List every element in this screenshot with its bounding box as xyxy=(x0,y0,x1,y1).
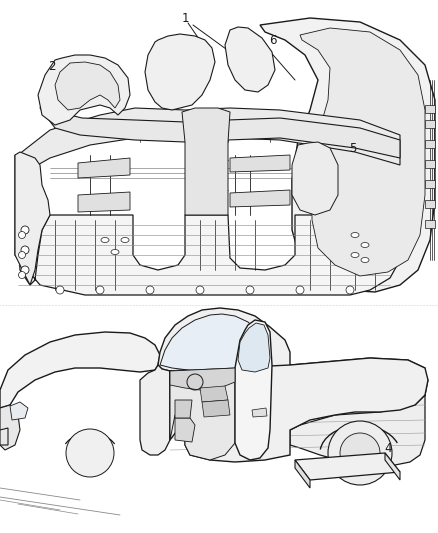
Circle shape xyxy=(96,286,104,294)
Polygon shape xyxy=(78,192,130,212)
Polygon shape xyxy=(170,358,428,462)
Circle shape xyxy=(246,286,254,294)
Ellipse shape xyxy=(101,238,109,243)
Polygon shape xyxy=(170,368,235,390)
Polygon shape xyxy=(175,400,192,418)
Circle shape xyxy=(18,231,25,238)
Polygon shape xyxy=(300,28,425,276)
Polygon shape xyxy=(295,460,310,488)
Polygon shape xyxy=(225,27,275,92)
Polygon shape xyxy=(170,368,235,460)
Polygon shape xyxy=(140,365,170,455)
Ellipse shape xyxy=(351,232,359,238)
Polygon shape xyxy=(158,308,290,375)
Text: 5: 5 xyxy=(350,141,357,155)
Polygon shape xyxy=(235,320,272,460)
Ellipse shape xyxy=(361,243,369,247)
Circle shape xyxy=(18,252,25,259)
Polygon shape xyxy=(160,314,268,373)
Polygon shape xyxy=(252,408,267,417)
Circle shape xyxy=(21,246,29,254)
Polygon shape xyxy=(295,453,400,480)
Circle shape xyxy=(18,271,25,279)
Circle shape xyxy=(21,266,29,274)
Polygon shape xyxy=(425,200,435,208)
Circle shape xyxy=(328,421,392,485)
Polygon shape xyxy=(38,55,130,125)
Polygon shape xyxy=(145,34,215,110)
Polygon shape xyxy=(230,155,290,172)
Polygon shape xyxy=(425,120,435,128)
Text: 1: 1 xyxy=(181,12,189,25)
Circle shape xyxy=(296,286,304,294)
Circle shape xyxy=(340,433,380,473)
Circle shape xyxy=(56,286,64,294)
Polygon shape xyxy=(385,453,400,480)
Text: 6: 6 xyxy=(269,34,277,46)
Ellipse shape xyxy=(121,238,129,243)
Polygon shape xyxy=(425,105,435,113)
Polygon shape xyxy=(260,18,435,292)
Polygon shape xyxy=(0,332,160,408)
Polygon shape xyxy=(40,100,400,158)
Circle shape xyxy=(146,286,154,294)
Polygon shape xyxy=(10,402,28,420)
Ellipse shape xyxy=(111,249,119,254)
Polygon shape xyxy=(230,190,290,207)
Polygon shape xyxy=(290,358,428,465)
Polygon shape xyxy=(18,108,400,175)
Polygon shape xyxy=(55,62,120,110)
Circle shape xyxy=(66,429,114,477)
Polygon shape xyxy=(0,405,20,450)
Ellipse shape xyxy=(351,253,359,257)
Polygon shape xyxy=(175,418,195,442)
Polygon shape xyxy=(202,400,230,417)
Ellipse shape xyxy=(361,257,369,262)
Circle shape xyxy=(21,226,29,234)
Polygon shape xyxy=(182,108,230,215)
Polygon shape xyxy=(78,158,130,178)
Polygon shape xyxy=(425,160,435,168)
Polygon shape xyxy=(238,323,270,372)
Polygon shape xyxy=(425,140,435,148)
Text: 4: 4 xyxy=(384,441,392,455)
Polygon shape xyxy=(15,152,50,285)
Circle shape xyxy=(346,286,354,294)
Polygon shape xyxy=(200,386,228,402)
Polygon shape xyxy=(0,428,8,445)
Circle shape xyxy=(196,286,204,294)
Polygon shape xyxy=(425,180,435,188)
Polygon shape xyxy=(425,220,435,228)
Polygon shape xyxy=(292,142,338,215)
Polygon shape xyxy=(15,155,400,295)
Text: 2: 2 xyxy=(48,61,56,74)
